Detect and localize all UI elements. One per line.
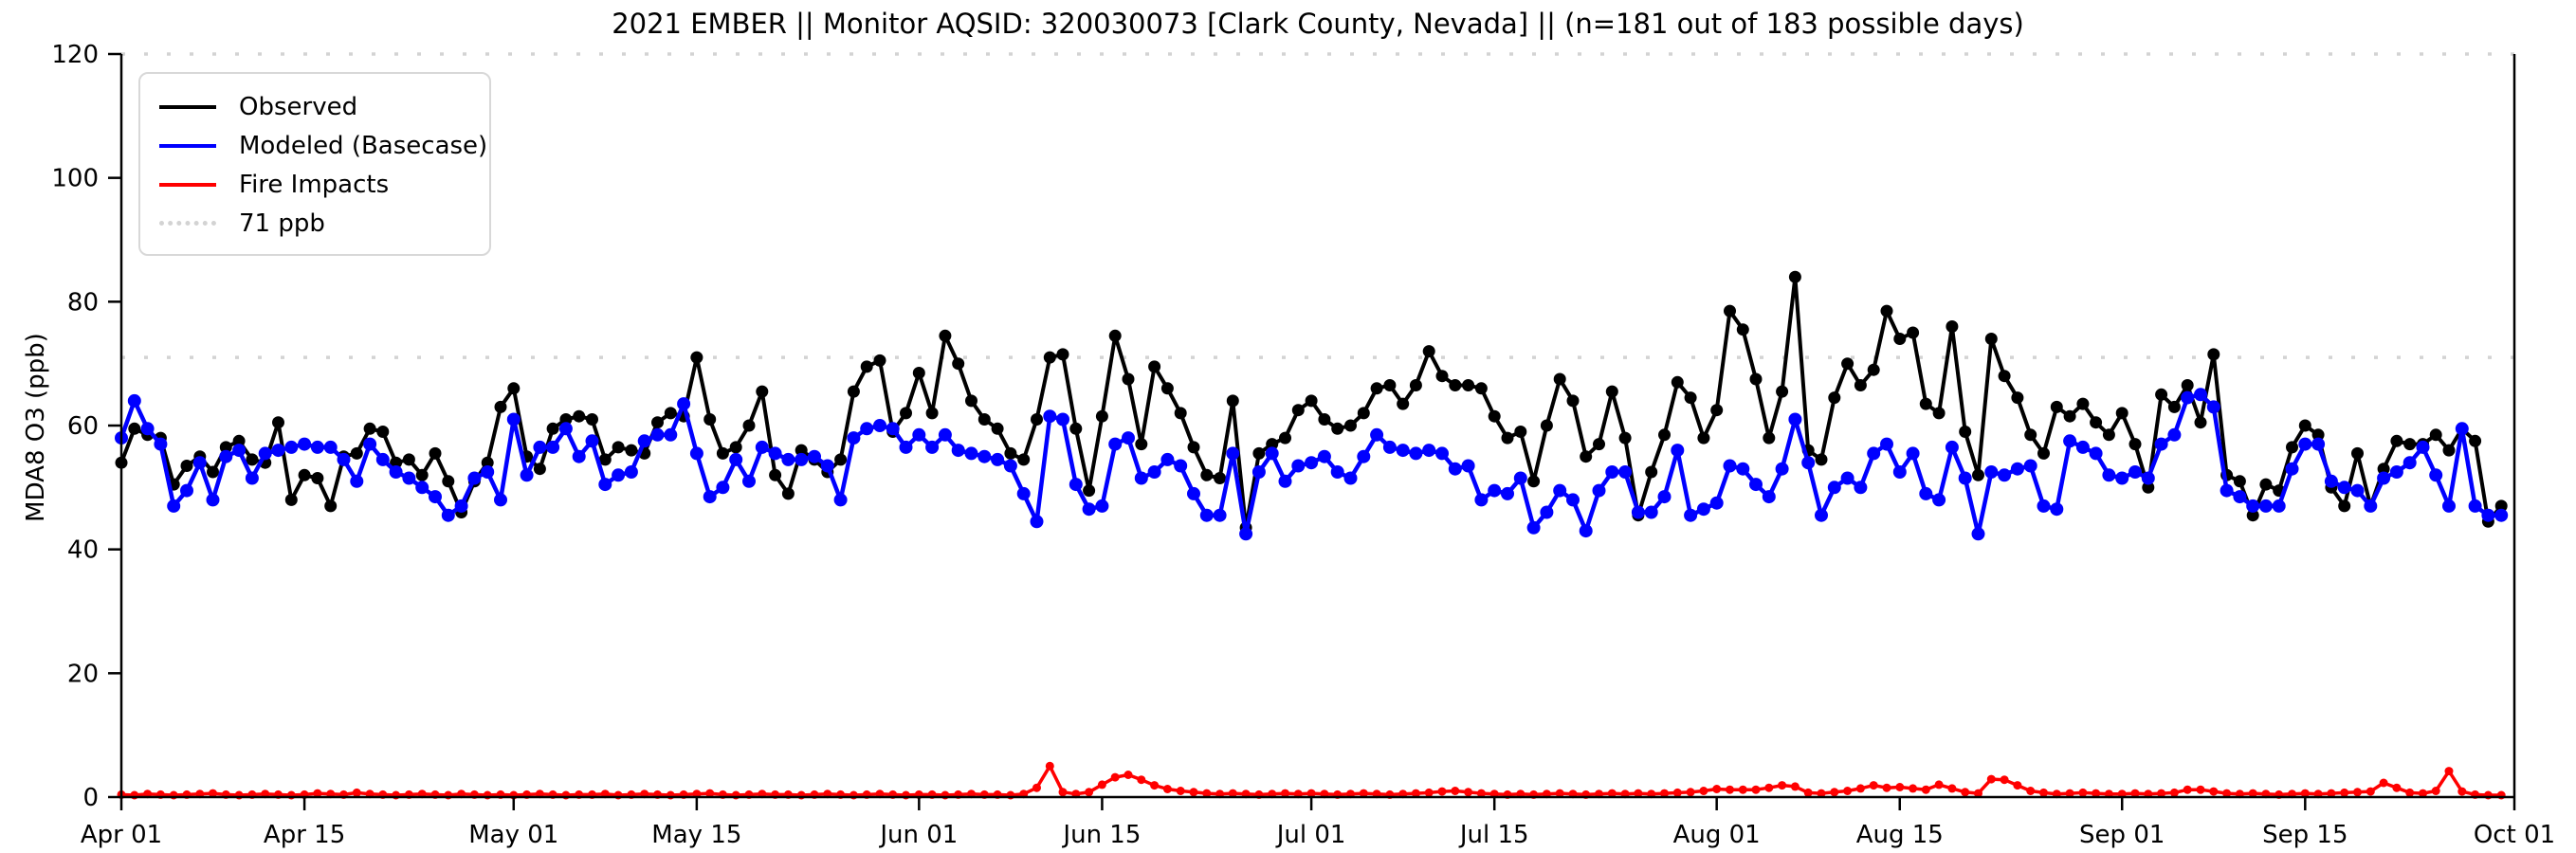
legend-item-modeled: Modeled (Basecase) [159, 126, 487, 165]
legend-item-observed: Observed [159, 87, 470, 126]
svg-text:60: 60 [67, 412, 99, 441]
svg-text:Apr 15: Apr 15 [264, 821, 345, 849]
threshold-line-sample [159, 221, 216, 226]
y-axis-ticks: 0 20 40 60 80 100 120 [51, 41, 121, 812]
svg-text:Jul 01: Jul 01 [1275, 821, 1346, 849]
legend-label: Observed [239, 92, 358, 121]
series-modeled [115, 388, 2509, 541]
chart-title: 2021 EMBER || Monitor AQSID: 320030073 [… [612, 8, 2024, 40]
x-axis-ticks: Apr 01 Apr 15 May 01 May 15 Jun 01 Jun 15 Jul … [81, 797, 2555, 849]
svg-text:100: 100 [51, 165, 99, 193]
series-observed [115, 270, 2508, 535]
svg-text:Oct 01: Oct 01 [2474, 821, 2555, 849]
svg-text:Jun 15: Jun 15 [1061, 821, 1141, 849]
svg-text:0: 0 [82, 784, 99, 812]
svg-text:May 01: May 01 [468, 821, 558, 849]
series-fire [117, 761, 2506, 800]
legend-item-threshold: 71 ppb [159, 204, 470, 243]
svg-text:Aug 01: Aug 01 [1673, 821, 1761, 849]
svg-text:Apr 01: Apr 01 [81, 821, 162, 849]
svg-text:80: 80 [67, 288, 99, 317]
legend-label: Modeled (Basecase) [239, 131, 488, 160]
legend-label: 71 ppb [239, 209, 325, 238]
fire-line-sample [159, 182, 216, 187]
svg-text:40: 40 [67, 536, 99, 565]
svg-text:120: 120 [51, 41, 99, 69]
svg-text:Sep 15: Sep 15 [2262, 821, 2348, 849]
svg-text:20: 20 [67, 660, 99, 688]
svg-text:May 15: May 15 [651, 821, 741, 849]
legend-label: Fire Impacts [239, 170, 390, 199]
modeled-line-sample [159, 143, 216, 148]
observed-line-sample [159, 104, 216, 109]
svg-text:Aug 15: Aug 15 [1856, 821, 1944, 849]
legend-item-fire: Fire Impacts [159, 165, 470, 204]
svg-text:Jun 01: Jun 01 [878, 821, 958, 849]
legend-box: Observed Modeled (Basecase) Fire Impacts… [138, 72, 491, 256]
svg-text:Sep 01: Sep 01 [2079, 821, 2165, 849]
svg-text:Jul 15: Jul 15 [1458, 821, 1529, 849]
